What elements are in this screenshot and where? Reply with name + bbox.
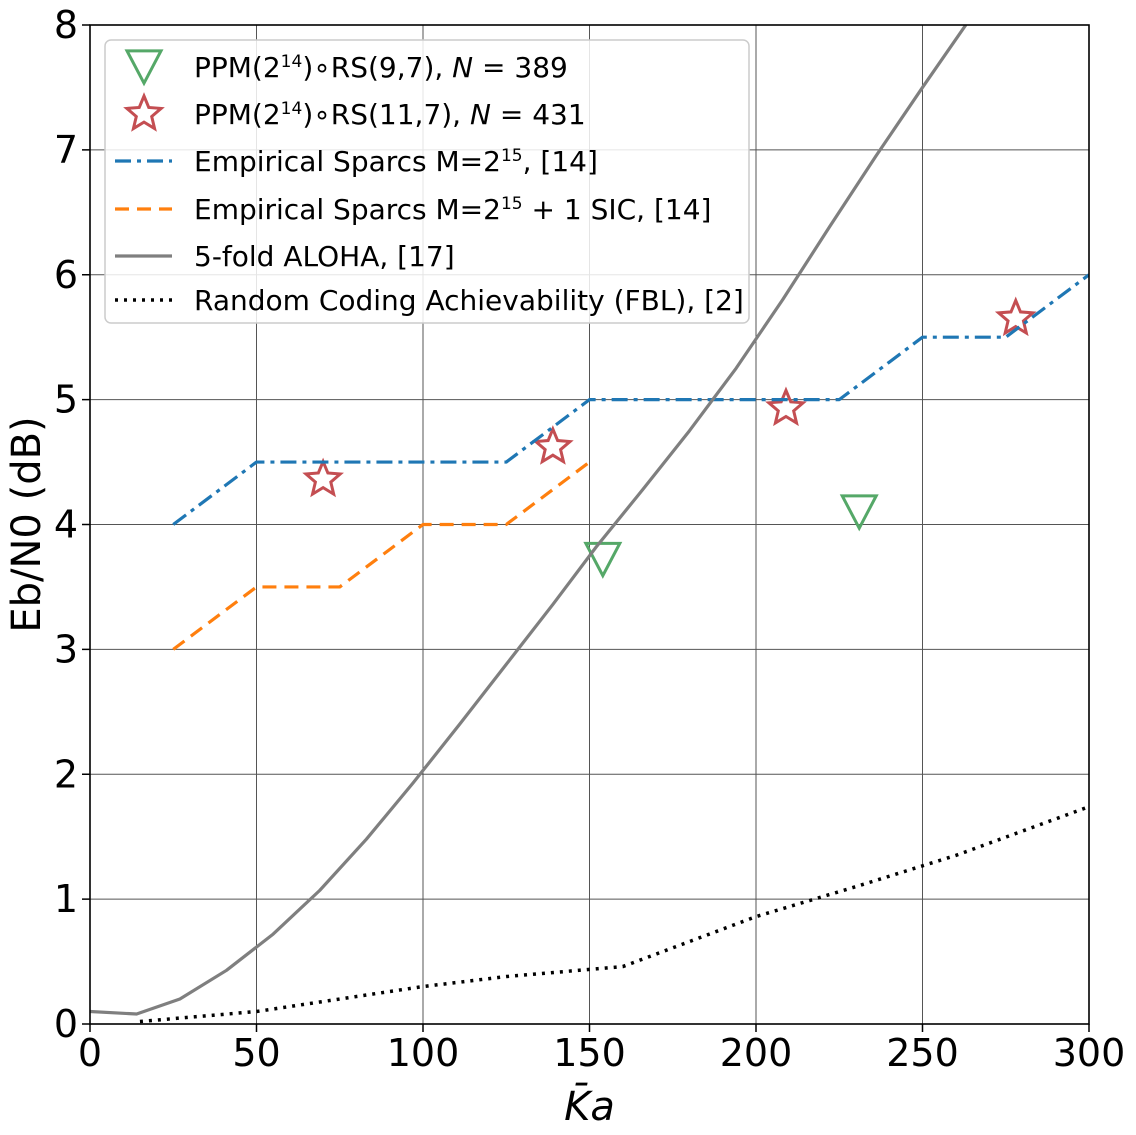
legend: PPM(214)∘RS(9,7), N = 389PPM(214)∘RS(11,… <box>104 39 750 324</box>
y-tick-label: 8 <box>54 3 78 47</box>
y-axis-label: Eb/N0 (dB) <box>4 416 50 632</box>
legend-marker-sample <box>124 49 164 87</box>
legend-label-text: Random Coding Achievability (FBL), [2] <box>194 284 744 317</box>
y-tick-label: 2 <box>54 752 78 796</box>
legend-label: PPM(214)∘RS(11,7), N = 431 <box>194 98 586 131</box>
series-1 <box>302 296 1037 498</box>
data-point-marker <box>302 457 344 498</box>
ticks: 0 50 100 150 200 250 300 0 1 2 3 4 5 6 7 8 <box>54 3 1125 1075</box>
legend-marker-sample <box>123 92 165 132</box>
y-tick-label: 1 <box>54 877 78 921</box>
series-2 <box>172 273 1089 526</box>
x-tick-label: 200 <box>720 1031 793 1075</box>
x-tick-label: 50 <box>232 1031 280 1075</box>
series-5 <box>139 805 1089 1024</box>
y-tick-label: 7 <box>54 128 78 172</box>
data-point-marker <box>994 296 1037 337</box>
legend-label-text: = 389 <box>473 51 568 84</box>
legend-label-text: Empirical Sparcs M=2 <box>194 193 501 226</box>
series-line <box>90 25 968 1016</box>
series-line <box>172 273 1089 526</box>
legend-label-superscript: 15 <box>501 194 523 214</box>
legend-label-text: , [14] <box>523 145 598 178</box>
legend-label-text: 5-fold ALOHA, [17] <box>194 240 455 273</box>
legend-item: PPM(214)∘RS(11,7), N = 431 <box>123 92 586 132</box>
legend-label-superscript: 14 <box>281 99 303 119</box>
legend-item: Empirical Sparcs M=215, [14] <box>115 145 598 178</box>
legend-label-superscript: 14 <box>281 52 303 72</box>
legend-label: Empirical Sparcs M=215 + 1 SIC, [14] <box>194 193 711 226</box>
legend-label: Empirical Sparcs M=215, [14] <box>194 145 598 178</box>
legend-label-text: Empirical Sparcs M=2 <box>194 145 501 178</box>
legend-label-text: = 431 <box>491 98 586 131</box>
y-tick-label: 6 <box>54 253 78 297</box>
legend-label-text: )∘RS(11,7), <box>302 98 470 131</box>
y-tick-label: 5 <box>54 378 78 422</box>
x-tick-label: 300 <box>1053 1031 1126 1075</box>
legend-label-text: + 1 SIC, [14] <box>523 193 712 226</box>
legend-label-superscript: 15 <box>501 146 523 166</box>
legend-label: Random Coding Achievability (FBL), [2] <box>194 284 744 317</box>
series-0 <box>583 494 879 579</box>
data-point-marker <box>583 541 623 579</box>
legend-item: Random Coding Achievability (FBL), [2] <box>115 284 744 317</box>
x-tick-label: 0 <box>78 1031 102 1075</box>
data-point-marker <box>765 386 807 427</box>
y-tick-label: 3 <box>54 627 78 671</box>
legend-item: PPM(214)∘RS(9,7), N = 389 <box>124 49 568 87</box>
legend-label-text: )∘RS(9,7), <box>302 51 452 84</box>
y-tick-label: 0 <box>54 1002 78 1046</box>
legend-label: PPM(214)∘RS(9,7), N = 389 <box>194 51 568 84</box>
legend-label-text: PPM(2 <box>194 98 281 131</box>
x-axis-label: K̄a <box>564 1082 615 1130</box>
x-tick-label: 250 <box>886 1031 959 1075</box>
y-tick-label: 4 <box>54 503 78 547</box>
legend-label-italic: N <box>452 51 473 84</box>
x-tick-label: 100 <box>387 1031 460 1075</box>
series-layer <box>90 25 1089 1024</box>
legend-label: 5-fold ALOHA, [17] <box>194 240 455 273</box>
legend-item: Empirical Sparcs M=215 + 1 SIC, [14] <box>115 193 711 226</box>
legend-label-italic: N <box>470 98 491 131</box>
legend-item: 5-fold ALOHA, [17] <box>115 240 455 273</box>
x-tick-label: 150 <box>553 1031 626 1075</box>
series-line <box>139 805 1089 1024</box>
legend-label-text: PPM(2 <box>194 51 281 84</box>
data-point-marker <box>839 494 879 532</box>
legend-box <box>104 39 750 324</box>
data-point-marker <box>532 425 574 465</box>
series-4 <box>90 25 968 1016</box>
